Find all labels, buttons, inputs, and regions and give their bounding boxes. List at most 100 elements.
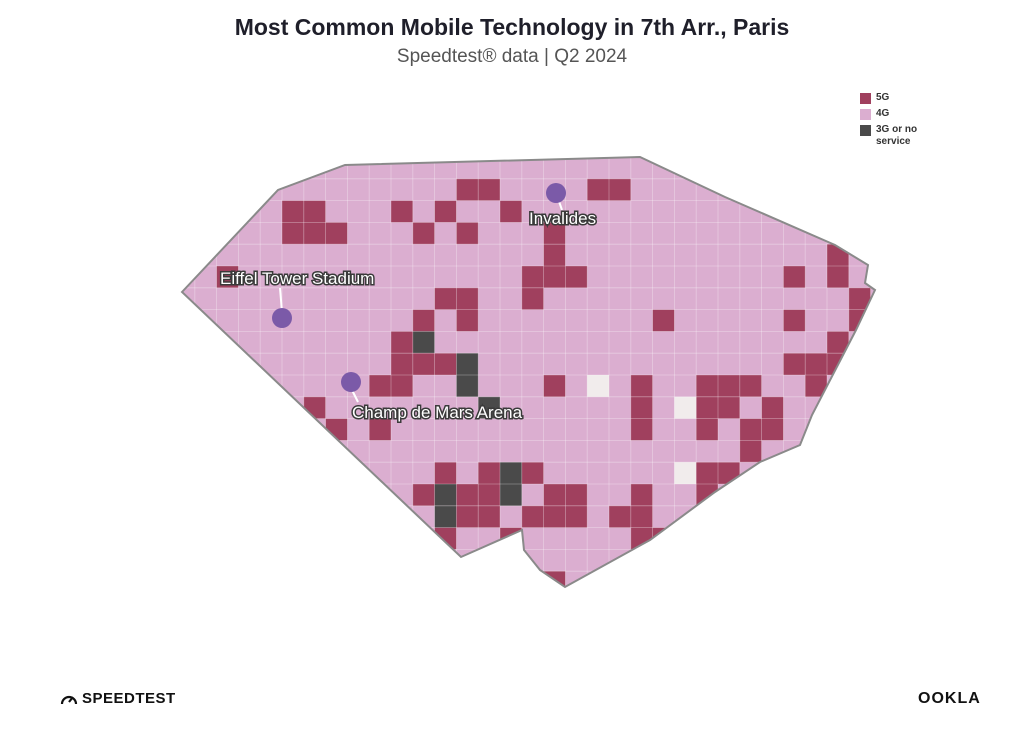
cell-no-data	[674, 462, 697, 484]
cell-5g	[478, 178, 500, 201]
cell-5g	[456, 309, 479, 332]
cell-5g	[543, 222, 566, 245]
cell-5g	[565, 266, 588, 288]
cell-5g	[282, 222, 304, 245]
cell-5g	[827, 331, 849, 354]
legend-swatch-3g	[860, 125, 871, 136]
cell-5g	[434, 200, 457, 223]
cell-5g	[609, 178, 631, 201]
cell-5g	[739, 440, 762, 463]
cell-5g	[652, 309, 675, 332]
cell-3g	[500, 484, 522, 506]
location-dot-icon	[546, 183, 566, 203]
cell-5g	[805, 353, 827, 375]
cell-5g	[543, 266, 566, 288]
poi-champ-de-mars-arena[interactable]: Champ de Mars Arena	[341, 372, 524, 424]
cell-5g	[521, 462, 544, 484]
cell-5g	[739, 418, 762, 441]
cell-5g	[391, 353, 413, 375]
cell-5g	[478, 505, 500, 528]
legend-label: 3G or no service	[876, 124, 918, 147]
poi-label-invalides: Invalides	[529, 209, 596, 228]
cell-5g	[630, 527, 653, 550]
cell-3g	[456, 375, 479, 397]
cell-5g	[630, 375, 653, 397]
cell-5g	[456, 484, 479, 506]
cell-3g	[412, 331, 435, 354]
cell-5g	[412, 353, 435, 375]
cell-5g	[194, 418, 217, 441]
cell-no-data	[587, 375, 609, 397]
cell-5g	[412, 484, 435, 506]
cell-3g	[500, 462, 522, 484]
ookla-logo: OOKLA	[918, 690, 981, 707]
legend-swatch-4g	[860, 109, 871, 120]
cell-5g	[434, 353, 457, 375]
cell-5g	[543, 505, 566, 528]
speedtest-logo-text: SPEEDTEST	[82, 690, 176, 707]
legend-item-3g: 3G or no service	[860, 124, 960, 148]
cell-5g	[630, 505, 653, 528]
location-dot-icon	[272, 308, 292, 328]
cell-5g	[434, 462, 457, 484]
poi-eiffel-tower-stadium[interactable]: Eiffel Tower Stadium	[219, 268, 376, 328]
cell-5g	[696, 462, 718, 484]
legend-item-4g: 4G	[860, 108, 960, 120]
cell-5g	[478, 462, 500, 484]
cell-5g	[696, 375, 718, 397]
cell-5g	[630, 418, 653, 441]
cell-5g	[761, 396, 784, 419]
poi-label-champ-de-mars-arena: Champ de Mars Arena	[352, 403, 523, 422]
cell-5g	[587, 178, 609, 201]
cell-5g	[543, 484, 566, 506]
cell-5g	[456, 287, 479, 310]
legend: 5G 4G 3G or no service	[860, 92, 960, 152]
cell-5g	[391, 331, 413, 354]
cell-5g	[500, 200, 522, 223]
cell-5g	[630, 484, 653, 506]
cell-5g	[369, 418, 391, 441]
cell-5g	[739, 375, 762, 397]
cell-5g	[521, 505, 544, 528]
cell-5g	[456, 505, 479, 528]
cell-5g	[805, 375, 827, 397]
cell-5g	[718, 396, 740, 419]
legend-item-5g: 5G	[860, 92, 960, 104]
cell-5g	[303, 396, 326, 419]
cell-5g	[761, 418, 784, 441]
cell-5g	[282, 200, 304, 223]
cell-5g	[783, 353, 806, 375]
cell-5g	[696, 418, 718, 441]
cell-3g	[456, 353, 479, 375]
cell-5g	[303, 200, 326, 223]
speedometer-icon	[60, 695, 78, 704]
cell-5g	[565, 505, 588, 528]
cell-5g	[783, 266, 806, 288]
speedtest-logo: SPEEDTEST	[60, 690, 176, 707]
cell-5g	[521, 266, 544, 288]
cell-5g	[718, 462, 740, 484]
cell-5g	[543, 244, 566, 266]
location-dot-icon	[341, 372, 361, 392]
cell-3g	[434, 505, 457, 528]
cell-5g	[848, 287, 871, 310]
cell-3g	[434, 484, 457, 506]
cell-5g	[434, 287, 457, 310]
cell-5g	[521, 287, 544, 310]
cell-5g	[412, 222, 435, 245]
cell-5g	[434, 527, 457, 550]
cell-5g	[216, 266, 239, 288]
cell-5g	[478, 484, 500, 506]
cell-5g	[456, 178, 479, 201]
cell-5g	[543, 375, 566, 397]
cell-5g	[718, 375, 740, 397]
poi-label-eiffel-tower-stadium: Eiffel Tower Stadium	[220, 269, 374, 288]
cell-5g	[630, 396, 653, 419]
cell-5g	[391, 375, 413, 397]
cell-5g	[391, 200, 413, 223]
cell-3g	[478, 396, 500, 419]
cell-5g	[325, 222, 348, 245]
poi-invalides[interactable]: Invalides	[528, 183, 598, 230]
cell-5g	[369, 375, 391, 397]
